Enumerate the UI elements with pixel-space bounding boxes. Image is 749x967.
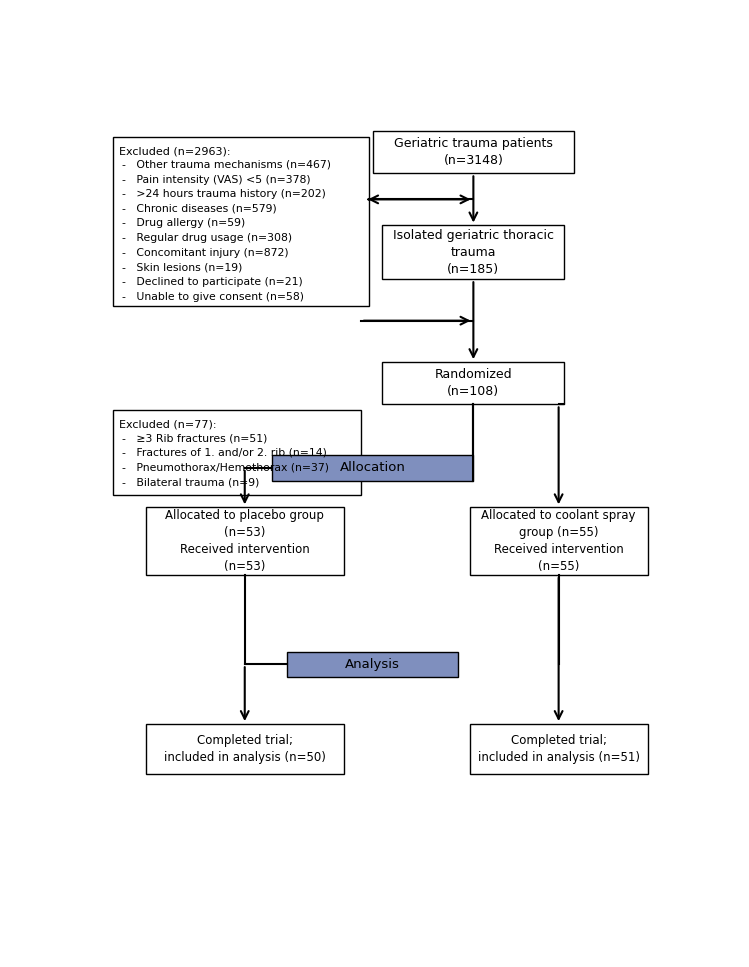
Bar xyxy=(146,724,344,774)
Text: -   Fractures of 1. and/or 2. rib (n=14): - Fractures of 1. and/or 2. rib (n=14) xyxy=(122,448,327,458)
Bar xyxy=(113,410,361,495)
Text: Isolated geriatric thoracic
trauma
(n=185): Isolated geriatric thoracic trauma (n=18… xyxy=(393,229,554,276)
Text: Excluded (n=77):: Excluded (n=77): xyxy=(119,420,216,429)
Bar xyxy=(288,652,458,677)
Text: Randomized
(n=108): Randomized (n=108) xyxy=(434,368,512,398)
Text: -   Pain intensity (VAS) <5 (n=378): - Pain intensity (VAS) <5 (n=378) xyxy=(122,175,311,185)
Text: -   ≥3 Rib fractures (n=51): - ≥3 Rib fractures (n=51) xyxy=(122,433,267,443)
Text: Allocation: Allocation xyxy=(340,461,405,475)
Text: Geriatric trauma patients
(n=3148): Geriatric trauma patients (n=3148) xyxy=(394,137,553,167)
Text: -   Regular drug usage (n=308): - Regular drug usage (n=308) xyxy=(122,233,292,243)
Text: Analysis: Analysis xyxy=(345,658,400,671)
Text: Excluded (n=2963):: Excluded (n=2963): xyxy=(119,146,231,156)
Text: -   Other trauma mechanisms (n=467): - Other trauma mechanisms (n=467) xyxy=(122,160,331,170)
Bar xyxy=(146,508,344,575)
Text: -   Drug allergy (n=59): - Drug allergy (n=59) xyxy=(122,219,246,228)
Text: -   Chronic diseases (n=579): - Chronic diseases (n=579) xyxy=(122,204,277,214)
Bar xyxy=(470,724,648,774)
Bar xyxy=(382,225,565,279)
Text: -   Concomitant injury (n=872): - Concomitant injury (n=872) xyxy=(122,248,289,258)
Text: Completed trial;
included in analysis (n=50): Completed trial; included in analysis (n… xyxy=(164,734,326,764)
Bar xyxy=(382,362,565,404)
Text: -   >24 hours trauma history (n=202): - >24 hours trauma history (n=202) xyxy=(122,190,326,199)
Text: Allocated to coolant spray
group (n=55)
Received intervention
(n=55): Allocated to coolant spray group (n=55) … xyxy=(482,509,636,573)
Text: Completed trial;
included in analysis (n=51): Completed trial; included in analysis (n… xyxy=(478,734,640,764)
Text: -   Declined to participate (n=21): - Declined to participate (n=21) xyxy=(122,277,303,287)
Text: -   Bilateral trauma (n=9): - Bilateral trauma (n=9) xyxy=(122,477,260,487)
Text: -   Skin lesions (n=19): - Skin lesions (n=19) xyxy=(122,262,243,273)
Text: -   Unable to give consent (n=58): - Unable to give consent (n=58) xyxy=(122,292,304,302)
Text: Allocated to placebo group
(n=53)
Received intervention
(n=53): Allocated to placebo group (n=53) Receiv… xyxy=(166,509,324,573)
Bar xyxy=(372,132,574,173)
Bar xyxy=(272,455,473,481)
Bar xyxy=(113,136,369,307)
Text: -   Pneumothorax/Hemothorax (n=37): - Pneumothorax/Hemothorax (n=37) xyxy=(122,462,330,473)
Bar xyxy=(470,508,648,575)
